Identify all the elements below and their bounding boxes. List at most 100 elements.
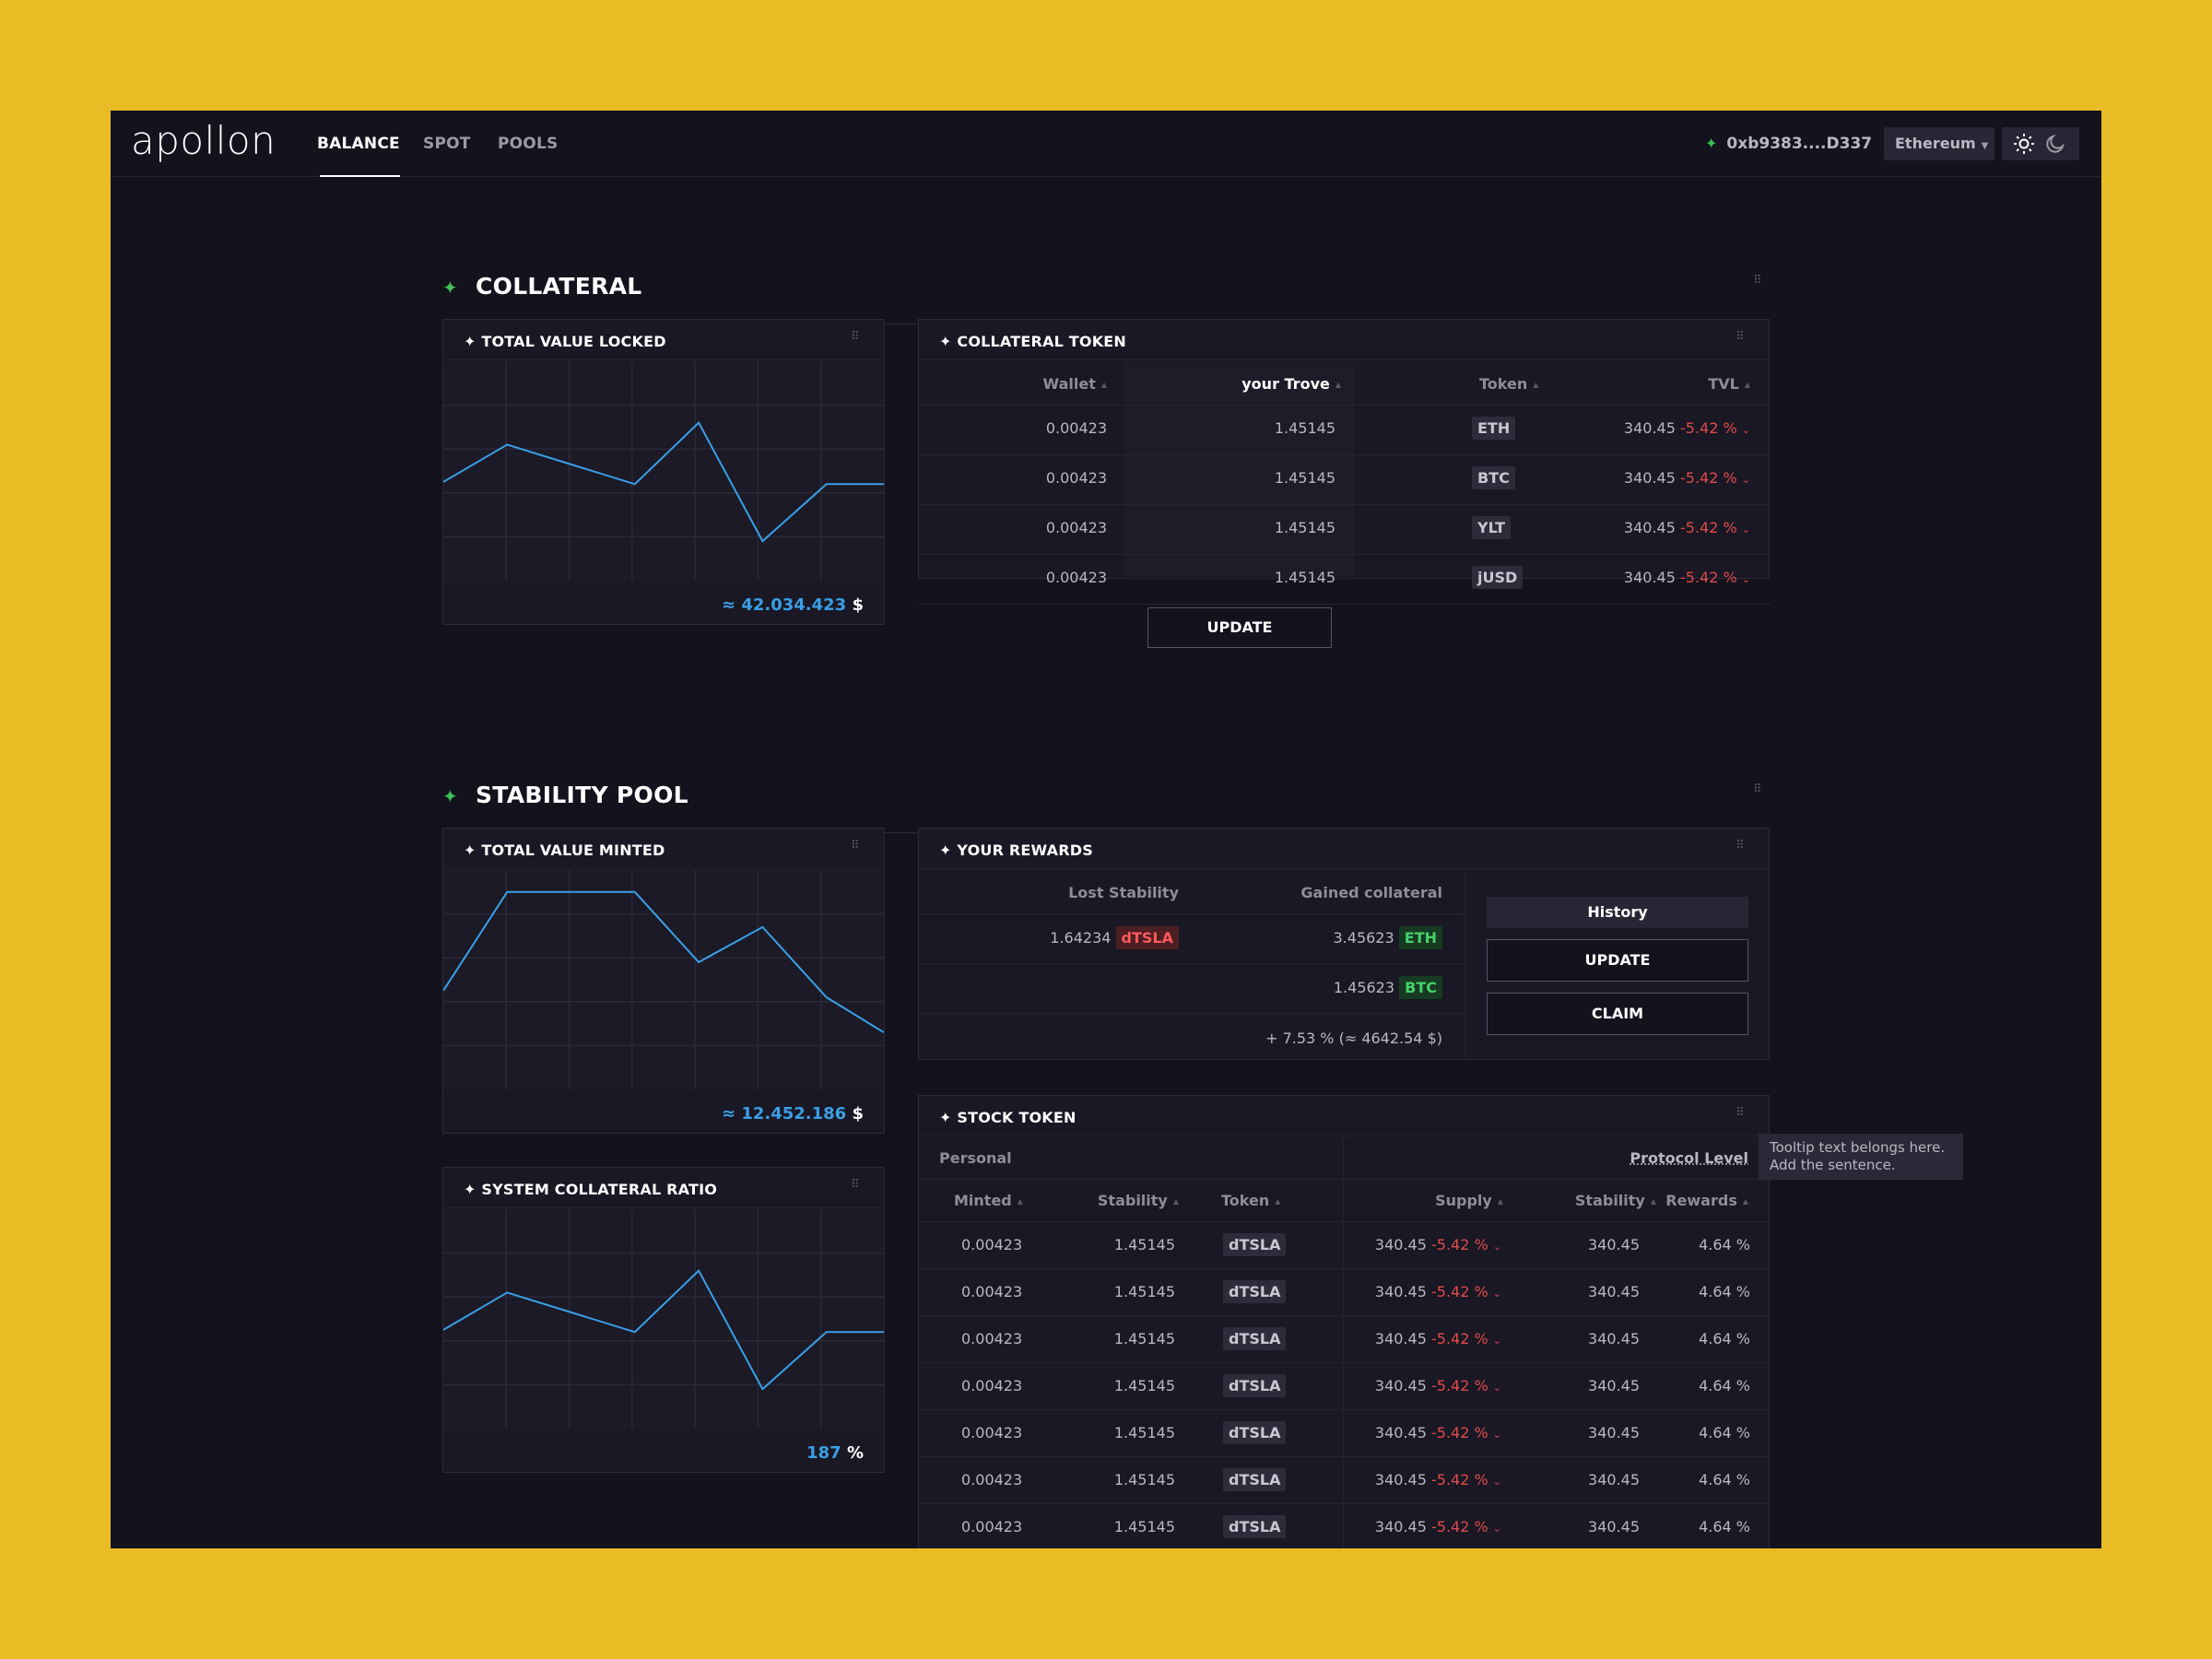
drag-handle-icon[interactable]: ⠿ (851, 330, 861, 344)
minted-cell: 0.00423 (961, 1424, 1023, 1441)
minted-cell: 0.00423 (961, 1236, 1023, 1253)
row-divider (919, 504, 1771, 505)
tab-pools[interactable]: POOLS (498, 135, 559, 153)
protocol-stability-cell: 340.45 (1588, 1283, 1640, 1300)
network-select[interactable]: Ethereum ▼ (1884, 127, 1994, 160)
trove-cell: 1.45145 (1274, 519, 1335, 536)
trove-cell: 1.45145 (1274, 569, 1335, 586)
stock-table-row[interactable]: 0.00423 1.45145 dTSLA 340.45 -5.42 % ⌄ 340.4… (919, 1362, 1771, 1409)
collateral-table-row[interactable]: 0.00423 1.45145 YLT 340.45 -5.42 % ⌄ (919, 504, 1771, 554)
history-button[interactable]: History (1487, 897, 1748, 928)
column-header-token[interactable]: Token ▲ (1479, 375, 1539, 393)
wallet-address-button[interactable]: ✦ 0xb9383....D337 (1705, 111, 1872, 177)
tvm-value: 12.452.186 (741, 1104, 847, 1124)
column-header-protocol-stability[interactable]: Stability ▲ (1574, 1192, 1656, 1209)
moon-icon[interactable] (2044, 133, 2066, 155)
tab-balance[interactable]: BALANCE (317, 111, 400, 177)
protocol-level-label[interactable]: Protocol Level (1630, 1149, 1748, 1167)
drag-handle-icon[interactable]: ⠿ (1753, 782, 1763, 796)
stability-pool-section-header: ✦ STABILITY POOL ⠿ (442, 763, 1770, 833)
collateral-update-button[interactable]: UPDATE (1147, 607, 1332, 648)
chevron-down-icon: ⌄ (1492, 1335, 1501, 1347)
stock-table-row[interactable]: 0.00423 1.45145 dTSLA 340.45 -5.42 % ⌄ 340.4… (919, 1315, 1771, 1362)
rewards-cell: 4.64 % (1699, 1518, 1750, 1535)
row-divider (919, 963, 1465, 964)
chevron-down-icon: ⌄ (1741, 424, 1750, 436)
tvl-value: 42.034.423 (741, 595, 847, 615)
collateral-token-card: ✦ COLLATERAL TOKEN ⠿ Wallet ▲ your Trove ▲… (918, 319, 1771, 609)
stability-cell: 1.45145 (1113, 1377, 1175, 1394)
row-divider (919, 1456, 1771, 1457)
token-badge: dTSLA (1223, 1421, 1287, 1444)
column-header-stability[interactable]: Stability ▲ (1097, 1192, 1179, 1209)
card-header: ✦ COLLATERAL TOKEN ⠿ (919, 320, 1769, 360)
token-badge: ETH (1398, 926, 1442, 949)
rewards-update-button[interactable]: UPDATE (1487, 939, 1748, 982)
column-header-wallet[interactable]: Wallet ▲ (1042, 375, 1108, 393)
theme-toggle[interactable] (2002, 127, 2079, 160)
wallet-address: 0xb9383....D337 (1726, 135, 1873, 153)
token-badge: dTSLA (1223, 1468, 1287, 1491)
column-header-tvl[interactable]: TVL ▲ (1708, 375, 1750, 393)
supply-cell: 340.45 -5.42 % ⌄ (1374, 1518, 1501, 1535)
collateral-table-row[interactable]: 0.00423 1.45145 BTC 340.45 -5.42 % ⌄ (919, 454, 1771, 504)
gained-value: 3.45623 (1333, 929, 1394, 947)
collateral-table-row[interactable]: 0.00423 1.45145 ETH 340.45 -5.42 % ⌄ (919, 405, 1771, 454)
claim-button[interactable]: CLAIM (1487, 993, 1748, 1035)
supply-cell: 340.45 -5.42 % ⌄ (1374, 1236, 1501, 1253)
rewards-cell: 4.64 % (1699, 1424, 1750, 1441)
card-title: ✦ TOTAL VALUE MINTED (464, 841, 665, 859)
gained-collateral-row: 1.45623 BTC (1334, 976, 1442, 999)
drag-handle-icon[interactable]: ⠿ (851, 839, 861, 853)
column-header-token[interactable]: Token ▲ (1221, 1192, 1281, 1209)
minted-cell: 0.00423 (961, 1330, 1023, 1347)
card-header: ✦ STOCK TOKEN ⠿ (919, 1096, 1769, 1136)
total-value-locked-card: ✦ TOTAL VALUE LOCKED ⠿ ≈ 42.034.423 $ (442, 319, 885, 625)
drag-handle-icon[interactable]: ⠿ (1735, 839, 1746, 853)
column-header-supply[interactable]: Supply ▲ (1435, 1192, 1503, 1209)
change-value: -5.42 % (1680, 469, 1737, 487)
chart-background (443, 870, 884, 1089)
card-title: ✦ TOTAL VALUE LOCKED (464, 333, 666, 350)
stock-table-row[interactable]: 0.00423 1.45145 dTSLA 340.45 -5.42 % ⌄ 340.4… (919, 1456, 1771, 1503)
token-badge: ETH (1472, 417, 1516, 440)
wallet-cell: 0.00423 (1045, 419, 1107, 437)
supply-cell: 340.45 -5.42 % ⌄ (1374, 1283, 1501, 1300)
apollon-logo[interactable]: apollon (131, 118, 276, 163)
chart-background (443, 1209, 884, 1429)
rewards-cell: 4.64 % (1699, 1471, 1750, 1488)
drag-handle-icon[interactable]: ⠿ (851, 1178, 861, 1192)
row-divider (919, 1268, 1771, 1269)
column-header-rewards[interactable]: Rewards ▲ (1665, 1192, 1748, 1209)
stock-table-row[interactable]: 0.00423 1.45145 dTSLA 340.45 -5.42 % ⌄ 340.4… (919, 1503, 1771, 1548)
series-line (442, 421, 884, 543)
wallet-cell: 0.00423 (1045, 519, 1107, 536)
stock-table-row[interactable]: 0.00423 1.45145 dTSLA 340.45 -5.42 % ⌄ 340.4… (919, 1268, 1771, 1315)
card-title: ✦ COLLATERAL TOKEN (939, 333, 1127, 350)
network-label: Ethereum (1895, 135, 1976, 152)
minted-cell: 0.00423 (961, 1283, 1023, 1300)
drag-handle-icon[interactable]: ⠿ (1735, 330, 1746, 344)
chevron-down-icon: ⌄ (1492, 1429, 1501, 1441)
drag-handle-icon[interactable]: ⠿ (1753, 274, 1763, 288)
stock-table-row[interactable]: 0.00423 1.45145 dTSLA 340.45 -5.42 % ⌄ 340.4… (919, 1221, 1771, 1268)
tvm-total: ≈ 12.452.186 $ (721, 1104, 864, 1124)
wallet-cell: 0.00423 (1045, 469, 1107, 487)
stock-table-row[interactable]: 0.00423 1.45145 dTSLA 340.45 -5.42 % ⌄ 340.4… (919, 1409, 1771, 1456)
chevron-down-icon: ⌄ (1492, 1382, 1501, 1394)
collateral-table-row[interactable]: 0.00423 1.45145 jUSD 340.45 -5.42 % ⌄ (919, 554, 1771, 604)
scr-chart-svg (442, 1209, 885, 1429)
card-header: ✦ SYSTEM COLLATERAL RATIO ⠿ (443, 1168, 884, 1208)
protocol-stability-cell: 340.45 (1588, 1377, 1640, 1394)
column-header-minted[interactable]: Minted ▲ (954, 1192, 1023, 1209)
sun-icon[interactable] (2013, 133, 2035, 155)
column-header-your-trove[interactable]: your Trove ▲ (1241, 375, 1341, 393)
row-divider (919, 1013, 1465, 1014)
change-value: -5.42 % (1431, 1471, 1488, 1488)
drag-handle-icon[interactable]: ⠿ (1735, 1106, 1746, 1120)
stability-cell: 1.45145 (1113, 1330, 1175, 1347)
tab-spot[interactable]: SPOT (423, 135, 471, 153)
card-title: ✦ STOCK TOKEN (939, 1109, 1077, 1126)
tvl-line-chart (442, 361, 885, 584)
scr-line-chart (442, 1209, 885, 1432)
